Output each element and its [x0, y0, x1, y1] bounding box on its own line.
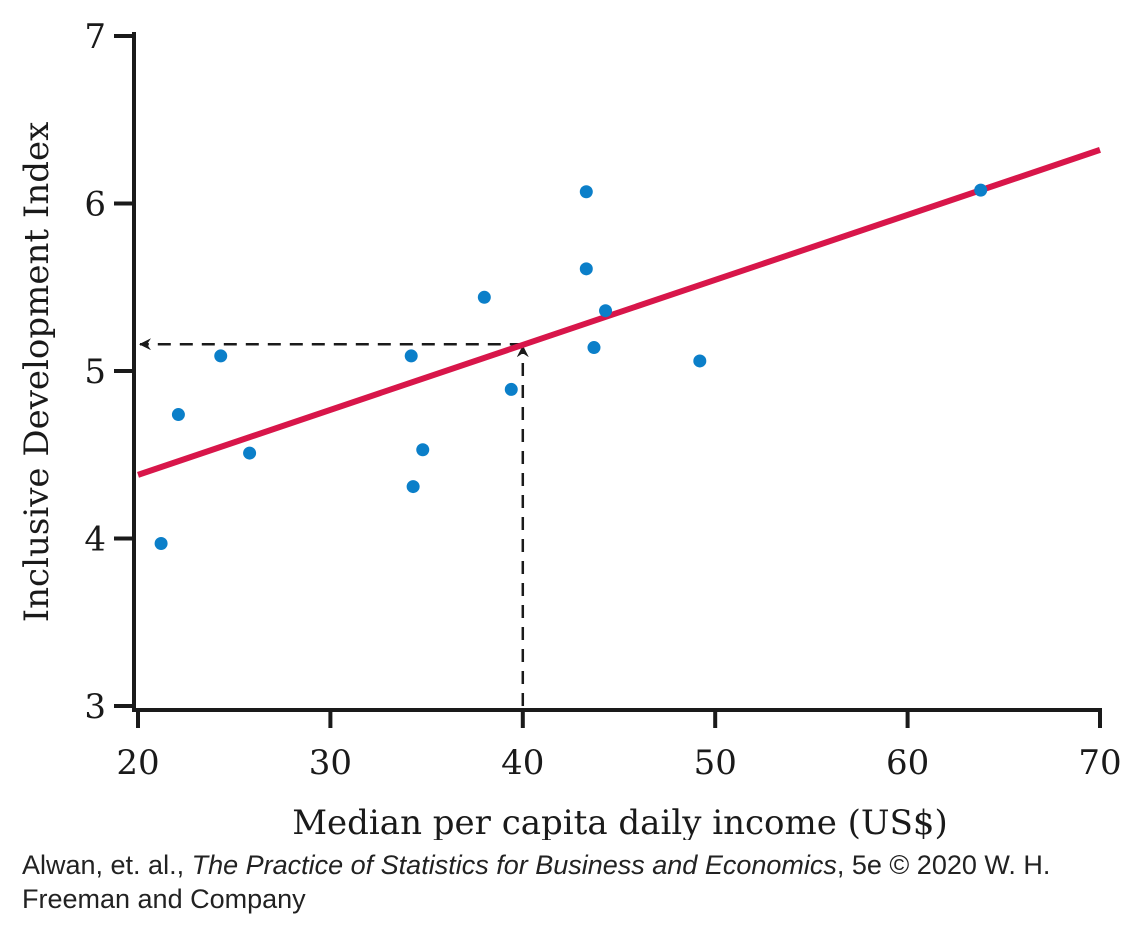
data-point [974, 183, 988, 197]
regression-line-group [137, 147, 1101, 478]
y-tick-label: 3 [84, 687, 106, 727]
x-axis-title: Median per capita daily income (US$) [292, 803, 948, 840]
x-axis-ticks: 20 30 40 50 60 70 [116, 710, 1122, 783]
regression-line [137, 147, 1101, 478]
y-axis-title: Inclusive Development Index [17, 122, 57, 623]
data-point [243, 446, 257, 460]
data-point [404, 349, 418, 363]
credit-book-title: The Practice of Statistics for Business … [191, 850, 837, 880]
data-point [477, 290, 491, 304]
data-point [599, 304, 613, 318]
x-tick-label: 70 [1078, 743, 1121, 783]
y-tick-label: 7 [84, 17, 106, 57]
data-point [693, 354, 707, 368]
data-point [579, 262, 593, 276]
y-tick-label: 5 [84, 352, 106, 392]
credit-edition: , 5e © 2020 W. H. Freeman and Company [22, 850, 1051, 914]
prediction-guides [139, 338, 529, 706]
data-point [579, 185, 593, 199]
data-points [154, 183, 988, 551]
y-axis-ticks: 3 4 5 6 7 [84, 17, 134, 727]
x-tick-label: 60 [886, 743, 929, 783]
axes [132, 32, 1102, 712]
y-tick-label: 6 [84, 185, 106, 225]
figure-credit: Alwan, et. al., The Practice of Statisti… [22, 848, 1122, 916]
x-tick-label: 20 [116, 743, 159, 783]
data-point [587, 341, 601, 355]
data-point [504, 382, 518, 396]
data-point [154, 537, 168, 551]
data-point [171, 408, 185, 422]
data-point [214, 349, 228, 363]
data-point [406, 480, 420, 494]
x-tick-label: 30 [309, 743, 352, 783]
x-tick-label: 40 [501, 743, 544, 783]
credit-authors: Alwan, et. al., [22, 850, 192, 880]
data-point [416, 443, 430, 457]
y-tick-label: 4 [84, 520, 106, 560]
x-tick-label: 50 [694, 743, 737, 783]
scatter-chart: 20 30 40 50 60 70 3 4 5 6 7 Median per capita dai… [17, 17, 1122, 840]
